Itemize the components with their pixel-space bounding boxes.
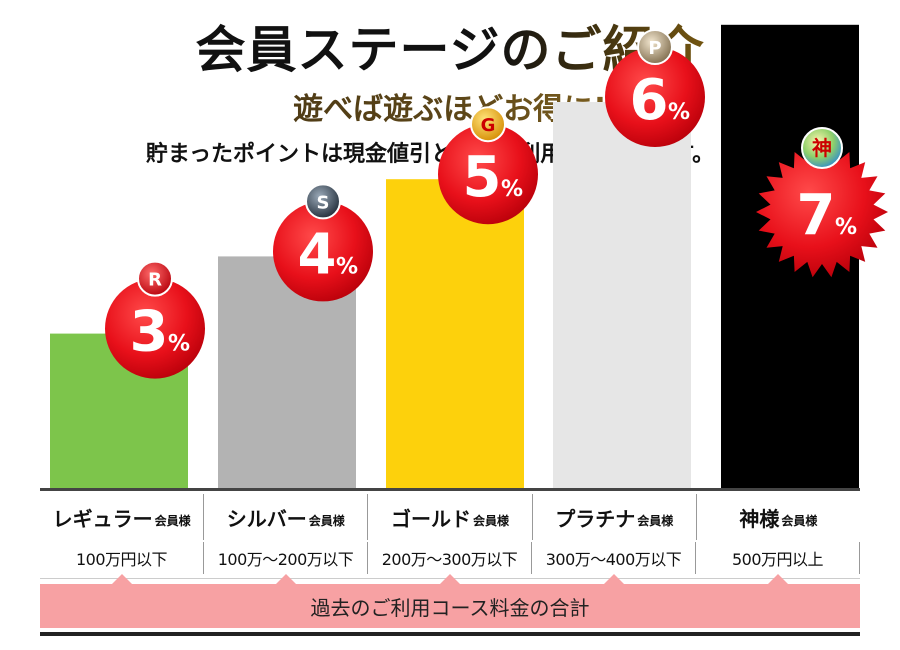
summary-banner: 過去のご利用コース料金の合計: [40, 584, 860, 628]
unit-label-5: %: [835, 215, 857, 240]
tier-name-row: レギュラー 会員様 シルバー 会員様 ゴールド 会員様 プラチナ 会員様 神様 会員様: [40, 494, 860, 540]
medal-icon-5: [801, 127, 843, 169]
tier-range-cell: 500万円以上: [696, 542, 860, 574]
tier-range: 300万〜400万以下: [545, 550, 682, 569]
value-label-3: 5: [463, 145, 502, 210]
tier-name: ゴールド: [391, 506, 471, 531]
tier-name-cell: シルバー 会員様: [204, 494, 369, 540]
tier-name-cell: 神様 会員様: [697, 494, 860, 540]
badge-circle-3: [438, 124, 538, 225]
tier-suffix: 会員様: [637, 513, 674, 528]
medal-letter-1: R: [148, 270, 162, 291]
summary-pointer-icon: [440, 574, 460, 584]
tier-name-cell: プラチナ 会員様: [533, 494, 697, 540]
tier-name-cell: レギュラー 会員様: [40, 494, 205, 540]
value-label-4: 6: [630, 68, 669, 133]
summary-pointer-icon: [276, 574, 296, 584]
tier-range: 100万〜200万以下: [217, 550, 354, 569]
unit-label-3: %: [501, 177, 523, 202]
membership-bar-chart: 3 % R 4 % S 5 % G 6 % P 7 % 神: [50, 24, 888, 489]
badge-starburst-5: [756, 146, 888, 278]
tier-suffix: 会員様: [781, 513, 818, 528]
summary-pointer-icon: [768, 574, 788, 584]
tier-range-cell: 100万〜200万以下: [204, 542, 368, 574]
medal-letter-4: P: [648, 38, 661, 59]
medal-letter-2: S: [317, 192, 330, 213]
tier-range: 200万〜300万以下: [381, 550, 518, 569]
bar-4: [553, 102, 691, 488]
tier-range-cell: 200万〜300万以下: [368, 542, 532, 574]
unit-label-2: %: [336, 254, 358, 279]
bar-3: [386, 179, 524, 488]
medal-icon-1: [137, 260, 173, 297]
value-label-5: 7: [797, 183, 836, 248]
value-label-2: 4: [298, 222, 337, 287]
tier-range: 500万円以上: [731, 550, 824, 569]
tier-name-cell: ゴールド 会員様: [368, 494, 533, 540]
medal-icon-2: [305, 183, 341, 220]
tier-name: レギュラー: [52, 506, 153, 531]
tier-table: レギュラー 会員様 シルバー 会員様 ゴールド 会員様 プラチナ 会員様 神様 会員様 1…: [40, 488, 860, 638]
medal-icon-3: [470, 106, 506, 143]
medal-letter-5: 神: [812, 136, 832, 160]
tier-name: 神様: [739, 506, 780, 531]
medal-letter-3: G: [481, 115, 496, 136]
unit-label-4: %: [668, 100, 690, 125]
tier-range-cell: 100万円以下: [40, 542, 204, 574]
table-bottom-border: [40, 632, 860, 636]
unit-label-1: %: [168, 332, 190, 357]
tier-suffix: 会員様: [154, 513, 191, 528]
tier-suffix: 会員様: [308, 513, 345, 528]
tier-name: シルバー: [226, 506, 307, 531]
tier-name: プラチナ: [555, 506, 636, 531]
medal-icon-4: [637, 29, 673, 65]
badge-circle-2: [273, 201, 373, 302]
summary-pointer-icon: [604, 574, 624, 584]
badge-circle-4: [605, 47, 705, 147]
badge-circle-1: [105, 278, 205, 379]
table-top-border: [40, 488, 860, 491]
value-label-1: 3: [130, 300, 169, 365]
summary-pointer-icon: [112, 574, 132, 584]
tier-range-row: 100万円以下 100万〜200万以下 200万〜300万以下 300万〜400…: [40, 542, 860, 574]
tier-range: 100万円以下: [75, 550, 168, 569]
tier-suffix: 会員様: [473, 513, 510, 528]
tier-range-cell: 300万〜400万以下: [532, 542, 696, 574]
